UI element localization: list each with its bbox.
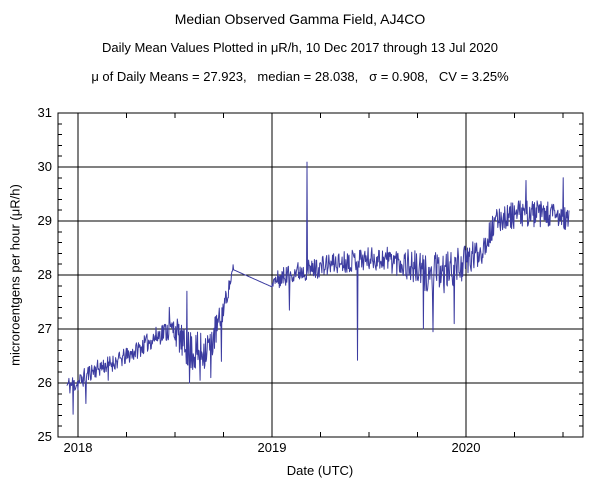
y-tick-label: 29 — [38, 213, 52, 228]
chart-subtitle: Daily Mean Values Plotted in μR/h, 10 De… — [101, 40, 499, 55]
y-axis-label: microroentgens per hour (μR/h) — [7, 184, 23, 366]
x-axis-label: Date (UTC) — [286, 463, 354, 478]
y-tick-label: 30 — [38, 159, 52, 174]
x-tick-label: 2020 — [452, 440, 481, 455]
chart-title: Median Observed Gamma Field, AJ4CO — [174, 11, 426, 27]
data-series-line — [66, 161, 570, 415]
y-tick-label: 25 — [38, 429, 52, 444]
y-tick-label: 28 — [38, 267, 52, 282]
x-tick-label: 2019 — [258, 440, 287, 455]
chart-stats-line: μ of Daily Means = 27.923, median = 28.0… — [91, 69, 509, 84]
x-tick-label: 2018 — [64, 440, 93, 455]
y-tick-label: 31 — [38, 105, 52, 120]
y-tick-label: 27 — [38, 321, 52, 336]
y-tick-label: 26 — [38, 375, 52, 390]
